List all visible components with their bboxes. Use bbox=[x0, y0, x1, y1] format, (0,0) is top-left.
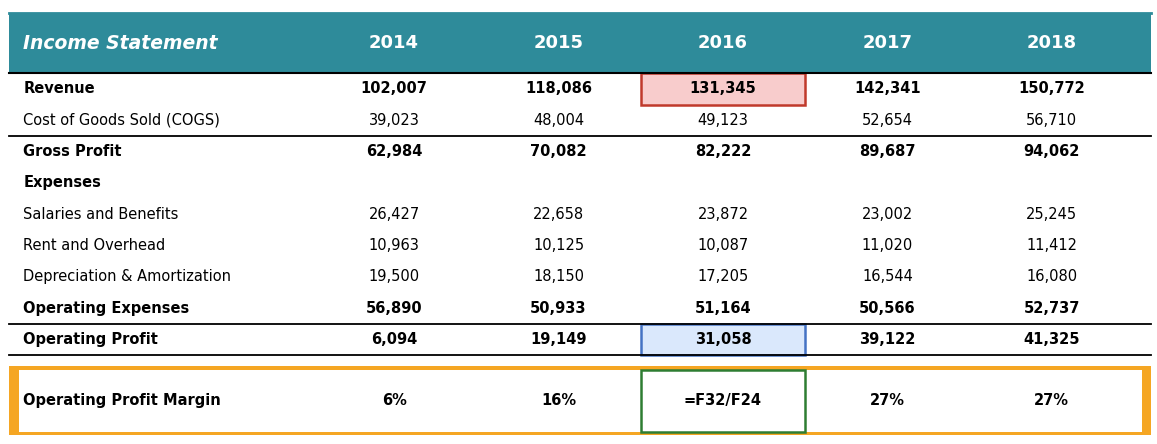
Text: 52,737: 52,737 bbox=[1024, 301, 1079, 316]
Text: 23,872: 23,872 bbox=[698, 207, 749, 222]
Text: 16,544: 16,544 bbox=[862, 270, 913, 285]
Bar bbox=[9, 366, 1151, 435]
Bar bbox=[641, 370, 805, 432]
Text: 22,658: 22,658 bbox=[533, 207, 584, 222]
Text: 150,772: 150,772 bbox=[1018, 81, 1085, 96]
Text: 18,150: 18,150 bbox=[533, 270, 584, 285]
Text: 48,004: 48,004 bbox=[533, 113, 584, 128]
Text: 6%: 6% bbox=[382, 393, 406, 408]
Text: 10,087: 10,087 bbox=[698, 238, 749, 253]
Text: Expenses: Expenses bbox=[23, 175, 101, 190]
Text: 27%: 27% bbox=[870, 393, 905, 408]
Text: Operating Expenses: Operating Expenses bbox=[23, 301, 190, 316]
Text: 118,086: 118,086 bbox=[525, 81, 592, 96]
Text: 19,500: 19,500 bbox=[369, 270, 420, 285]
Bar bbox=[9, 73, 1151, 355]
Text: 41,325: 41,325 bbox=[1024, 332, 1081, 347]
Text: 50,566: 50,566 bbox=[860, 301, 915, 316]
Bar bbox=[19, 370, 1142, 432]
Text: 2016: 2016 bbox=[698, 34, 747, 52]
Text: 2017: 2017 bbox=[862, 34, 913, 52]
Text: 102,007: 102,007 bbox=[361, 81, 428, 96]
Text: 26,427: 26,427 bbox=[368, 207, 420, 222]
Text: 62,984: 62,984 bbox=[366, 144, 422, 159]
Text: Operating Profit Margin: Operating Profit Margin bbox=[23, 393, 221, 408]
Text: Income Statement: Income Statement bbox=[23, 34, 218, 53]
Text: 89,687: 89,687 bbox=[860, 144, 915, 159]
Text: 142,341: 142,341 bbox=[854, 81, 921, 96]
Text: 49,123: 49,123 bbox=[698, 113, 749, 128]
Text: 27%: 27% bbox=[1034, 393, 1069, 408]
Text: 82,222: 82,222 bbox=[695, 144, 751, 159]
Text: Depreciation & Amortization: Depreciation & Amortization bbox=[23, 270, 231, 285]
Bar bbox=[9, 13, 1151, 73]
Text: 16,080: 16,080 bbox=[1026, 270, 1077, 285]
Bar bbox=[641, 324, 805, 355]
Text: 51,164: 51,164 bbox=[694, 301, 751, 316]
Text: 10,125: 10,125 bbox=[533, 238, 584, 253]
Text: 2014: 2014 bbox=[369, 34, 419, 52]
Text: 70,082: 70,082 bbox=[530, 144, 587, 159]
Text: 16%: 16% bbox=[541, 393, 576, 408]
Text: Gross Profit: Gross Profit bbox=[23, 144, 121, 159]
Text: 10,963: 10,963 bbox=[369, 238, 420, 253]
Text: 31,058: 31,058 bbox=[694, 332, 751, 347]
Text: 25,245: 25,245 bbox=[1026, 207, 1077, 222]
Text: Revenue: Revenue bbox=[23, 81, 95, 96]
Text: Cost of Goods Sold (COGS): Cost of Goods Sold (COGS) bbox=[23, 113, 220, 128]
Text: 23,002: 23,002 bbox=[862, 207, 913, 222]
Text: 131,345: 131,345 bbox=[690, 81, 757, 96]
Text: 11,020: 11,020 bbox=[862, 238, 913, 253]
Text: 56,710: 56,710 bbox=[1026, 113, 1077, 128]
Text: Salaries and Benefits: Salaries and Benefits bbox=[23, 207, 178, 222]
Text: 50,933: 50,933 bbox=[530, 301, 587, 316]
Text: Rent and Overhead: Rent and Overhead bbox=[23, 238, 165, 253]
Text: 17,205: 17,205 bbox=[698, 270, 749, 285]
Text: 94,062: 94,062 bbox=[1024, 144, 1079, 159]
Text: 56,890: 56,890 bbox=[366, 301, 422, 316]
Text: 6,094: 6,094 bbox=[371, 332, 418, 347]
Text: 2015: 2015 bbox=[533, 34, 583, 52]
Text: 2018: 2018 bbox=[1026, 34, 1077, 52]
Text: =F32/F24: =F32/F24 bbox=[684, 393, 762, 408]
Text: 39,023: 39,023 bbox=[369, 113, 420, 128]
Text: 11,412: 11,412 bbox=[1026, 238, 1077, 253]
Text: 52,654: 52,654 bbox=[862, 113, 913, 128]
Bar bbox=[641, 73, 805, 105]
Text: 39,122: 39,122 bbox=[860, 332, 915, 347]
Text: 19,149: 19,149 bbox=[530, 332, 587, 347]
Text: Operating Profit: Operating Profit bbox=[23, 332, 159, 347]
